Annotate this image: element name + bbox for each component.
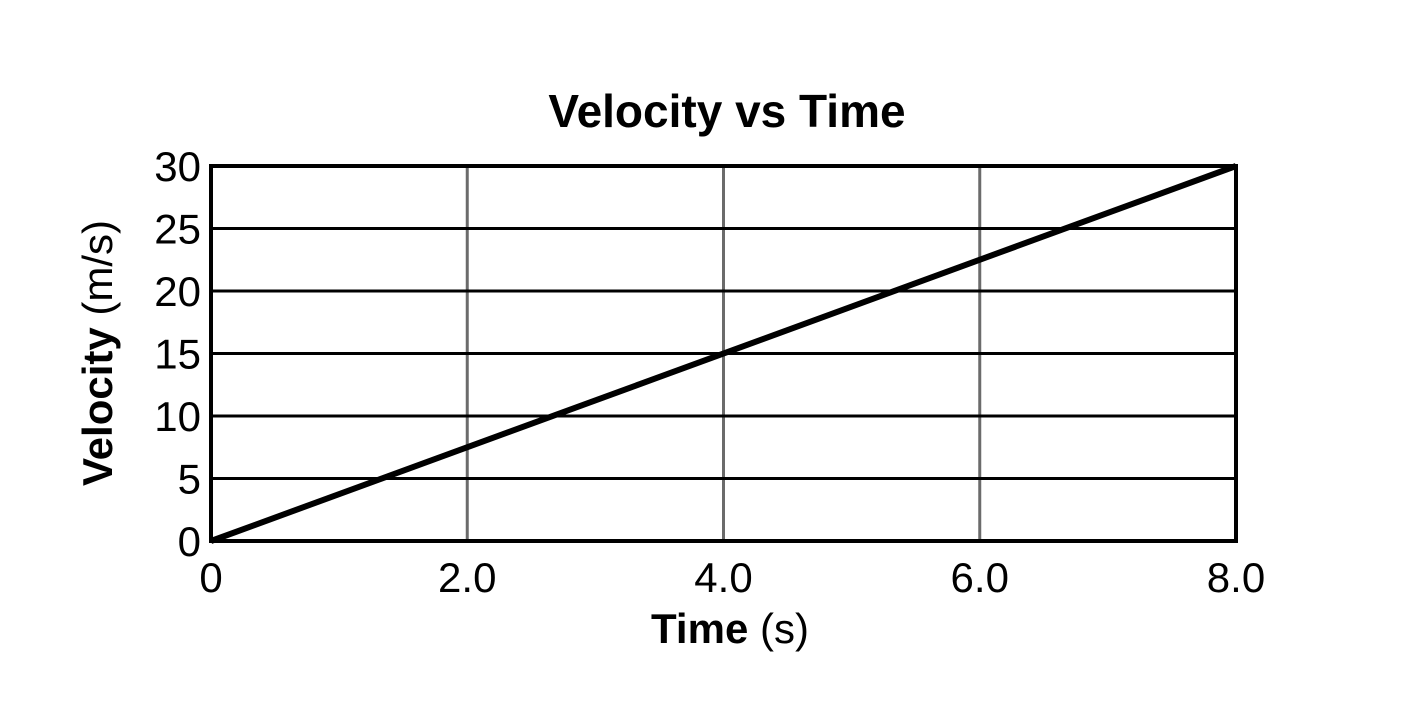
x-tick-label: 4.0 xyxy=(694,554,752,601)
x-tick-label: 0 xyxy=(199,554,222,601)
plot-frame xyxy=(209,164,1238,543)
y-tick-label: 15 xyxy=(154,331,201,378)
x-axis-label-unit: (s) xyxy=(760,605,809,652)
y-axis-label-unit: (m/s) xyxy=(74,220,121,316)
y-tick-label: 30 xyxy=(154,143,201,190)
y-tick-label: 20 xyxy=(154,268,201,315)
x-tick-label: 2.0 xyxy=(438,554,496,601)
chart-title: Velocity vs Time xyxy=(548,85,905,137)
x-tick-label: 6.0 xyxy=(951,554,1009,601)
y-axis-label: Velocity (m/s) xyxy=(74,220,121,486)
y-tick-label: 25 xyxy=(154,206,201,253)
x-axis-label: Time (s) xyxy=(651,605,809,652)
y-axis-label-bold: Velocity xyxy=(74,327,121,486)
x-axis-label-bold: Time xyxy=(651,605,748,652)
y-tick-label: 5 xyxy=(178,456,201,503)
y-tick-label: 10 xyxy=(154,393,201,440)
series-line-velocity xyxy=(209,163,1238,544)
x-tick-label: 8.0 xyxy=(1207,554,1265,601)
y-tick-label: 0 xyxy=(178,518,201,565)
